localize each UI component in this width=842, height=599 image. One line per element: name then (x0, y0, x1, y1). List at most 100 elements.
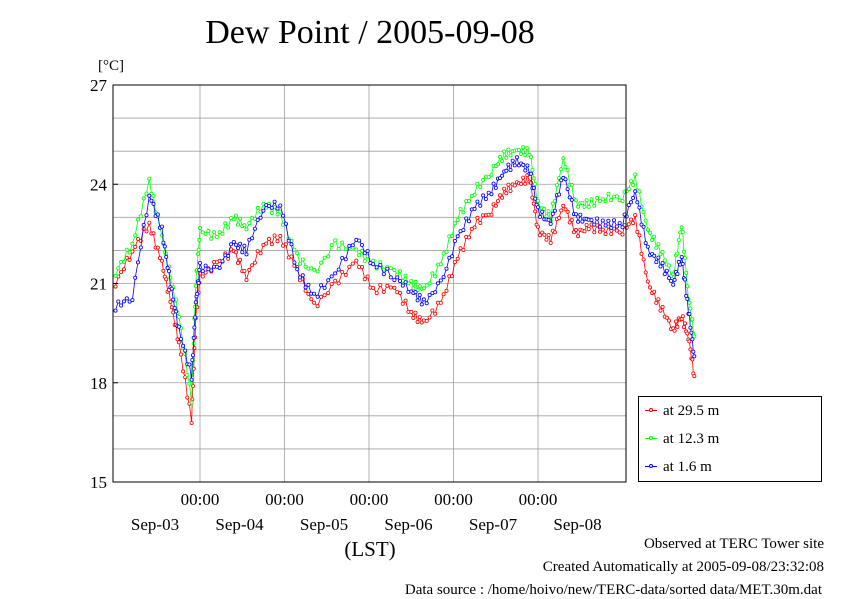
data-point (395, 275, 400, 280)
data-point (189, 377, 194, 382)
data-point (283, 242, 288, 247)
data-point (113, 308, 118, 313)
data-point (169, 286, 174, 291)
data-point (242, 243, 247, 248)
data-point (472, 206, 477, 211)
data-point (185, 372, 190, 377)
data-point (116, 266, 121, 271)
data-point (295, 267, 300, 272)
data-point (200, 274, 205, 279)
data-point (589, 218, 594, 223)
legend-item: at 1.6 m (645, 457, 712, 477)
data-point (672, 328, 677, 333)
data-point (319, 260, 324, 265)
grid-lines (113, 85, 626, 482)
data-point (652, 234, 657, 239)
data-point (283, 221, 288, 226)
data-point (489, 192, 494, 197)
data-point (147, 193, 152, 198)
data-point (533, 209, 538, 214)
data-point (692, 374, 697, 379)
legend-swatch (645, 434, 657, 444)
data-point (580, 219, 585, 224)
data-point (315, 294, 320, 299)
data-point (333, 238, 338, 243)
data-point (292, 260, 297, 265)
data-point (240, 250, 245, 255)
data-point (586, 204, 591, 209)
data-point (421, 286, 426, 291)
data-point (450, 233, 455, 238)
data-point (392, 285, 397, 290)
data-point (309, 297, 314, 302)
data-point (635, 229, 640, 234)
data-point (491, 181, 496, 186)
data-point (574, 227, 579, 232)
data-point (493, 203, 498, 208)
data-point (340, 269, 345, 274)
data-point (212, 230, 217, 235)
data-point (385, 266, 390, 271)
data-point (531, 185, 536, 190)
data-point (565, 209, 570, 214)
data-point (164, 277, 169, 282)
data-point (689, 330, 694, 335)
data-point (354, 247, 359, 252)
data-point (548, 221, 553, 226)
data-point (533, 196, 538, 201)
data-point (244, 277, 249, 282)
data-point (147, 220, 152, 225)
data-point (559, 178, 564, 183)
data-point (508, 153, 513, 158)
data-point (586, 227, 591, 232)
data-point (643, 270, 648, 275)
data-point (675, 271, 680, 276)
data-point (255, 217, 260, 222)
data-point (133, 233, 138, 238)
data-point (650, 237, 655, 242)
data-point (417, 292, 422, 297)
data-point (244, 252, 249, 257)
x-time-label: 00:00 (181, 490, 220, 509)
data-point (233, 213, 238, 218)
data-point (172, 305, 177, 310)
data-point (133, 244, 138, 249)
data-point (635, 200, 640, 205)
data-point (525, 163, 530, 168)
data-point (569, 197, 574, 202)
data-point (122, 299, 127, 304)
x-time-label: 00:00 (265, 490, 304, 509)
data-point (147, 176, 152, 181)
data-point (669, 278, 674, 283)
data-point (191, 335, 196, 340)
data-point (189, 400, 194, 405)
data-point (612, 218, 617, 223)
legend-label: at 12.3 m (663, 430, 720, 447)
data-point (197, 260, 202, 265)
data-point (481, 193, 486, 198)
data-point (500, 159, 505, 164)
data-point (658, 308, 663, 313)
data-point (300, 257, 305, 262)
y-tick-label: 27 (90, 76, 108, 95)
data-point (626, 203, 631, 208)
data-point (266, 204, 271, 209)
data-point (557, 215, 562, 220)
data-point (400, 283, 405, 288)
data-point (193, 300, 198, 305)
data-point (315, 304, 320, 309)
data-point (231, 239, 236, 244)
data-point (552, 208, 557, 213)
data-point (113, 273, 118, 278)
data-point (475, 199, 480, 204)
data-point (295, 251, 300, 256)
data-point (217, 265, 222, 270)
data-point (563, 207, 568, 212)
data-point (614, 228, 619, 233)
data-point (486, 175, 491, 180)
data-point (190, 353, 195, 358)
y-tick-label: 21 (90, 275, 107, 294)
data-point (584, 222, 589, 227)
data-point (362, 258, 367, 263)
data-point (354, 258, 359, 263)
